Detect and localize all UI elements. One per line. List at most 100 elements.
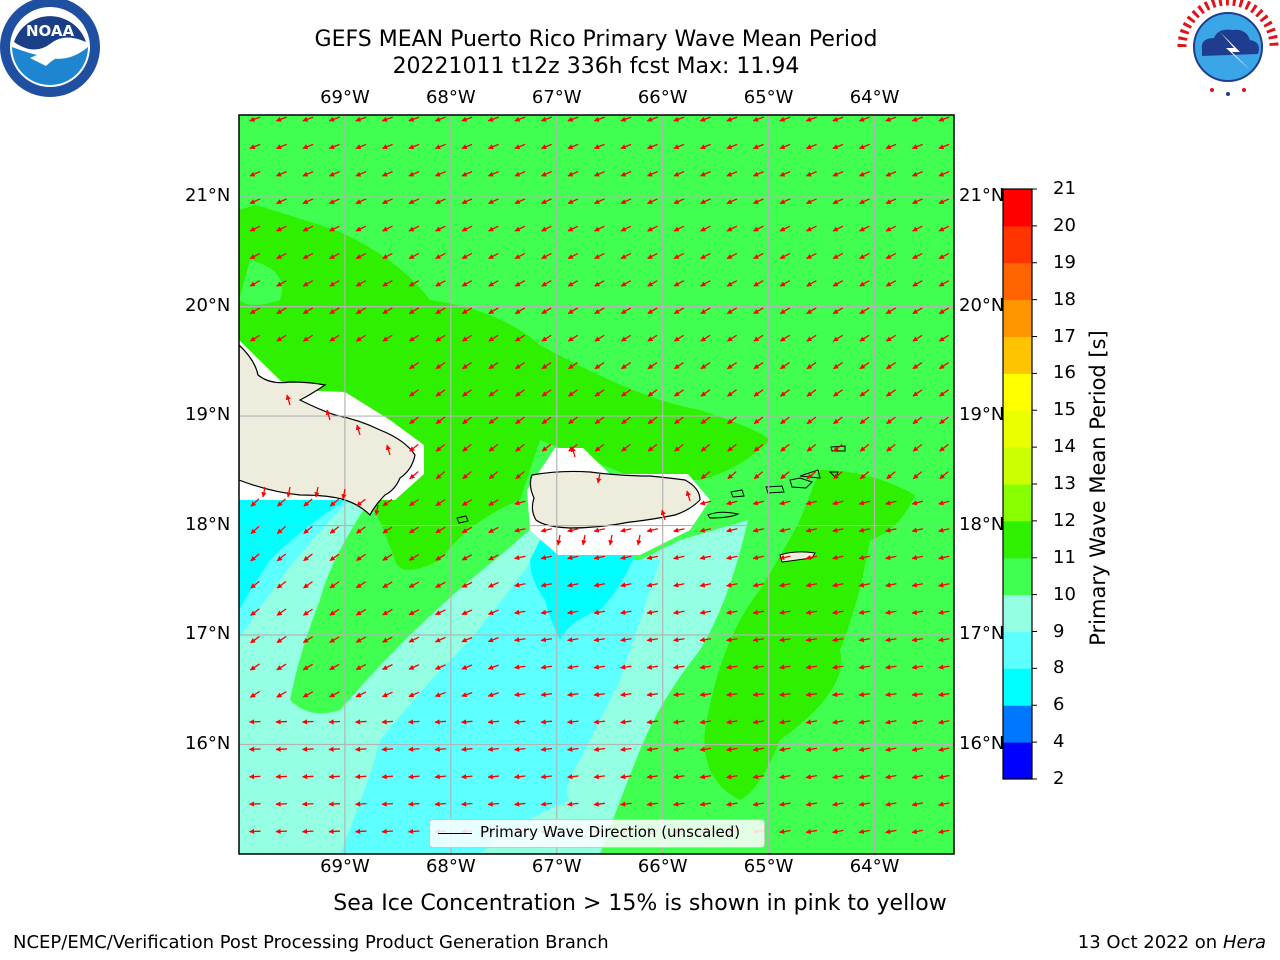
- wave-arrow: [382, 581, 393, 589]
- wave-arrow: [832, 362, 843, 370]
- wave-arrow: [581, 534, 587, 546]
- wave-arrow: [249, 171, 261, 177]
- wave-arrow: [726, 664, 738, 670]
- wave-arrow: [382, 280, 393, 287]
- wave-arrow: [699, 116, 711, 122]
- wave-arrow: [514, 252, 526, 260]
- wave-arrow: [646, 637, 659, 643]
- wave-arrow: [647, 280, 658, 287]
- wave-arrow: [541, 198, 552, 205]
- wave-arrow: [408, 609, 420, 616]
- wave-arrow: [646, 143, 658, 150]
- wave-arrow: [726, 500, 738, 506]
- wave-arrow: [570, 446, 576, 458]
- wave-arrow: [938, 774, 950, 780]
- wave-arrow: [833, 389, 843, 397]
- wave-arrow: [276, 280, 287, 287]
- colorbar-tick-label: 14: [1053, 436, 1076, 458]
- wave-arrow: [540, 143, 552, 150]
- wave-arrow: [301, 719, 314, 725]
- lat-tick-label: 16°N: [959, 732, 1005, 754]
- wave-arrow: [832, 664, 844, 670]
- wave-arrow: [752, 582, 765, 588]
- wave-arrow: [488, 526, 499, 534]
- wave-arrow: [886, 443, 896, 452]
- wave-arrow: [461, 636, 473, 643]
- wave-arrow: [594, 443, 605, 452]
- wave-arrow: [647, 225, 658, 232]
- wave-arrow: [409, 443, 419, 452]
- wave-arrow: [673, 801, 685, 807]
- wave-arrow: [938, 171, 950, 177]
- lat-tick-label: 20°N: [185, 294, 231, 316]
- wave-arrow: [461, 334, 473, 342]
- wave-arrow: [674, 389, 684, 397]
- wave-arrow: [250, 608, 260, 617]
- wave-arrow: [859, 362, 870, 370]
- colorbar-swatch: [1003, 262, 1032, 301]
- wave-arrow: [514, 225, 526, 232]
- svg-text:NOAA: NOAA: [26, 22, 75, 40]
- wave-arrow: [700, 225, 711, 232]
- colorbar-tick-label: 17: [1053, 325, 1076, 347]
- wave-arrow: [646, 555, 659, 561]
- wave-arrow: [911, 116, 923, 122]
- wave-arrow: [488, 252, 499, 260]
- wave-arrow: [673, 637, 685, 643]
- wave-arrow: [752, 637, 765, 643]
- wave-arrow: [833, 471, 843, 480]
- wave-arrow: [620, 198, 632, 205]
- wave-arrow: [514, 746, 526, 752]
- wave-arrow: [859, 252, 870, 260]
- colorbar-swatch: [1003, 705, 1032, 743]
- wave-arrow: [355, 280, 367, 287]
- wave-arrow: [752, 691, 765, 698]
- wave-arrow: [939, 471, 949, 480]
- wave-arrow: [938, 252, 950, 260]
- wave-arrow: [911, 555, 924, 561]
- wave-arrow: [356, 498, 366, 507]
- wave-arrow: [567, 801, 579, 807]
- wave-arrow: [408, 554, 420, 561]
- wave-arrow: [355, 663, 367, 671]
- wave-arrow: [938, 829, 950, 835]
- wave-arrow: [407, 801, 420, 807]
- wave-arrow: [276, 198, 287, 205]
- colorbar-swatch: [1003, 299, 1032, 337]
- wave-arrow: [374, 504, 380, 516]
- wave-arrow: [514, 143, 526, 150]
- lat-tick-label: 18°N: [185, 513, 231, 535]
- wave-arrow: [805, 719, 818, 725]
- wave-arrow: [699, 582, 712, 588]
- wave-arrow: [488, 581, 499, 588]
- wave-arrow: [487, 171, 499, 177]
- wave-arrow: [540, 801, 553, 807]
- wave-arrow: [911, 801, 924, 807]
- puerto-rico-land: [529, 470, 701, 529]
- wave-arrow: [408, 334, 420, 342]
- wave-arrow: [699, 774, 712, 780]
- colorbar-swatch: [1003, 484, 1032, 522]
- wave-arrow: [408, 171, 420, 177]
- wave-arrow: [487, 746, 500, 752]
- wave-arrow: [540, 582, 553, 588]
- wave-arrow: [275, 719, 288, 725]
- wave-arrow: [753, 225, 764, 232]
- wave-arrow: [779, 143, 791, 150]
- wave-arrow: [646, 774, 659, 780]
- wave-arrow: [673, 527, 685, 533]
- wave-arrow: [409, 416, 419, 425]
- wave-arrow: [594, 225, 605, 232]
- wave-arrow: [938, 746, 950, 752]
- wave-arrow: [328, 828, 341, 835]
- wave-arrow: [302, 116, 314, 122]
- wave-arrow: [275, 746, 288, 752]
- wave-arrow: [859, 334, 870, 342]
- wave-arrow: [660, 509, 666, 521]
- wave-arrow: [594, 389, 605, 397]
- wave-arrow: [514, 582, 526, 588]
- wave-arrow: [885, 637, 897, 643]
- wave-arrow: [911, 691, 924, 698]
- wave-arrow: [832, 280, 844, 287]
- wave-arrow: [329, 334, 340, 342]
